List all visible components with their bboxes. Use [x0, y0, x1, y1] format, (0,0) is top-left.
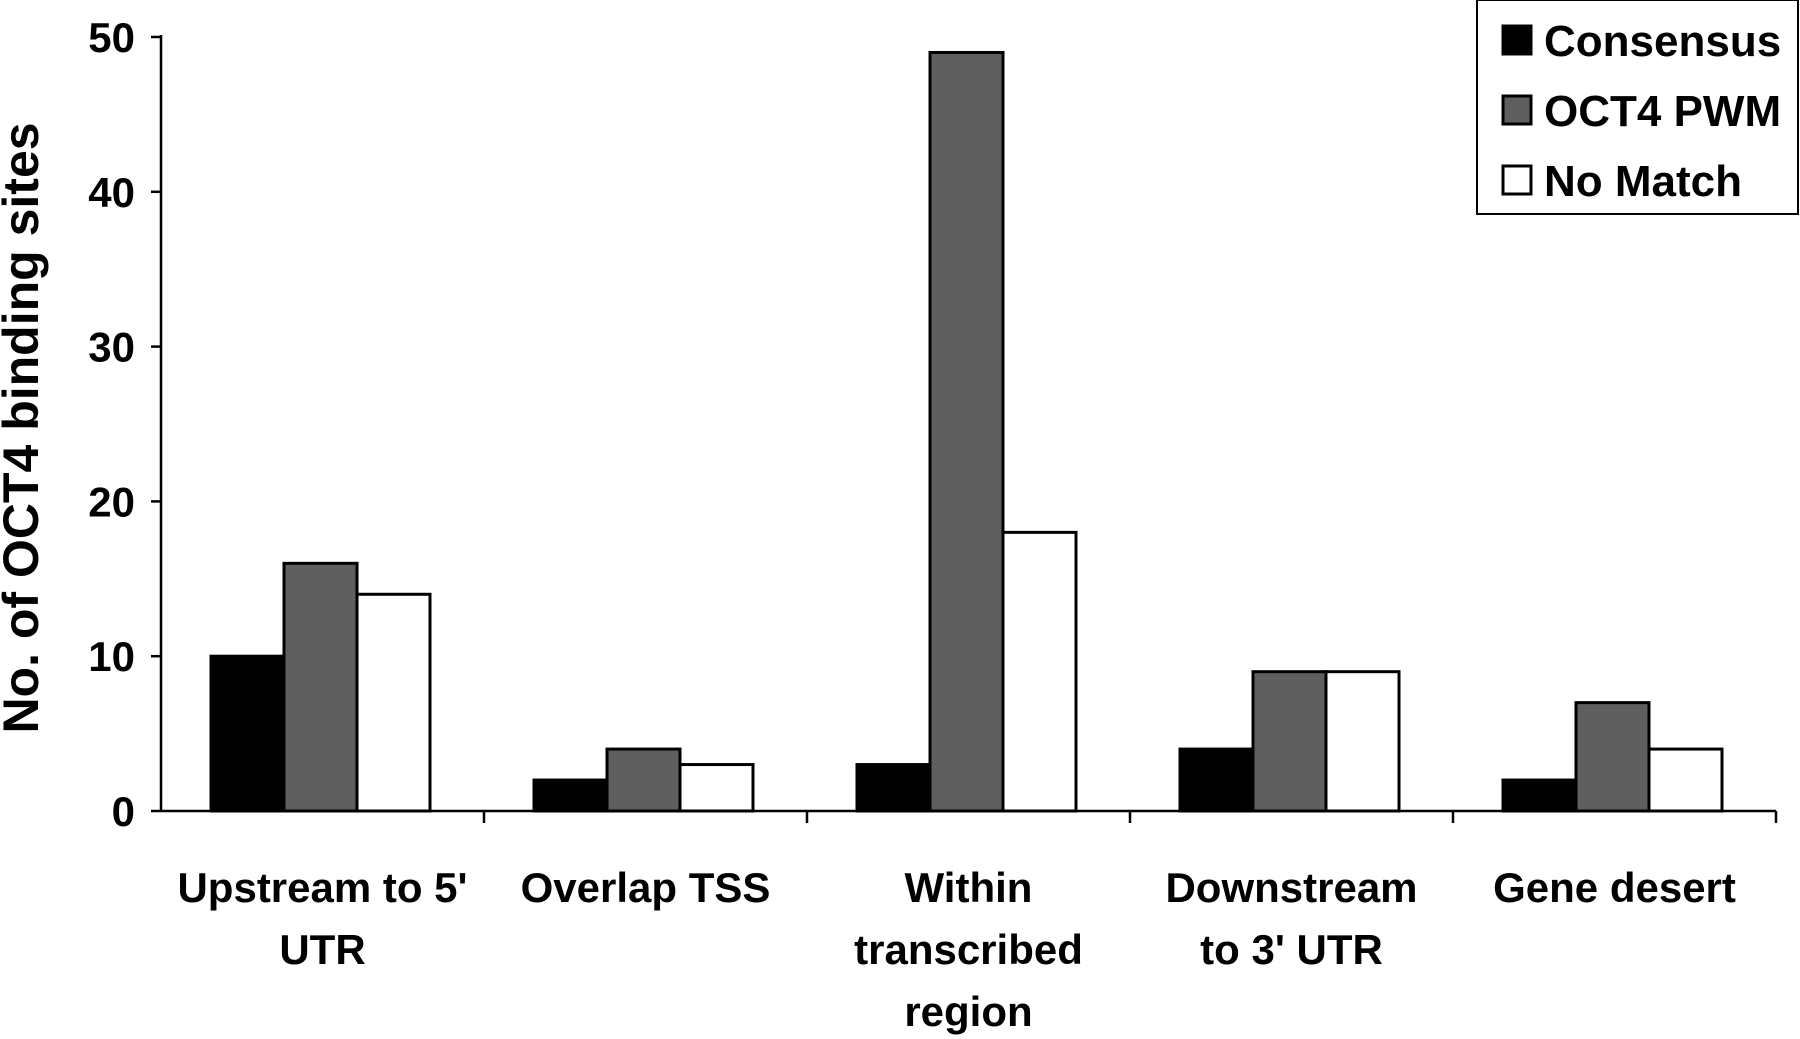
legend-label: No Match	[1544, 157, 1742, 206]
y-tick-label: 30	[88, 324, 135, 371]
x-category-label: Upstream to 5' UTR	[177, 864, 467, 973]
bar-consensus-4	[1178, 747, 1255, 813]
bar-consensus-5	[1501, 778, 1578, 813]
y-axis-title: No. of OCT4 binding sites	[0, 122, 49, 733]
bar-oct4-pwm-1	[282, 561, 359, 813]
bar-consensus-2	[532, 778, 609, 813]
legend-swatch-oct4-pwm	[1501, 94, 1533, 126]
x-axis: Upstream to 5' UTR Overlap TSS Within transc…	[161, 809, 1778, 1035]
x-category-label: Downstream to 3' UTR	[1165, 864, 1417, 973]
y-axis: 0 10 20 30 40 50	[88, 14, 163, 835]
bar-oct4-pwm-3	[928, 50, 1005, 813]
legend-swatch-consensus	[1501, 24, 1533, 56]
bar-no-match-5	[1647, 747, 1724, 813]
bar-oct4-pwm-5	[1574, 701, 1651, 813]
x-category-label: Gene desert	[1493, 864, 1736, 911]
legend: Consensus OCT4 PWM No Match	[1476, 0, 1799, 215]
legend-swatch-no-match	[1501, 164, 1533, 196]
bar-oct4-pwm-2	[605, 747, 682, 813]
bar-no-match-1	[355, 592, 432, 813]
x-category-label: Within transcribed region	[854, 864, 1083, 1035]
y-tick-label: 50	[88, 14, 135, 61]
bar-no-match-3	[1001, 530, 1078, 813]
x-category-label: Overlap TSS	[521, 864, 771, 911]
bar-no-match-4	[1324, 670, 1401, 813]
y-tick-label: 20	[88, 478, 135, 525]
y-tick-label: 0	[112, 788, 135, 835]
legend-label: OCT4 PWM	[1544, 87, 1781, 136]
y-tick-label: 10	[88, 633, 135, 680]
legend-label: Consensus	[1544, 17, 1781, 66]
bar-consensus-1	[209, 654, 286, 813]
y-tick-label: 40	[88, 169, 135, 216]
bar-no-match-2	[678, 763, 755, 813]
bar-consensus-3	[855, 763, 932, 813]
bar-oct4-pwm-4	[1251, 670, 1328, 813]
bars-group	[209, 50, 1724, 813]
